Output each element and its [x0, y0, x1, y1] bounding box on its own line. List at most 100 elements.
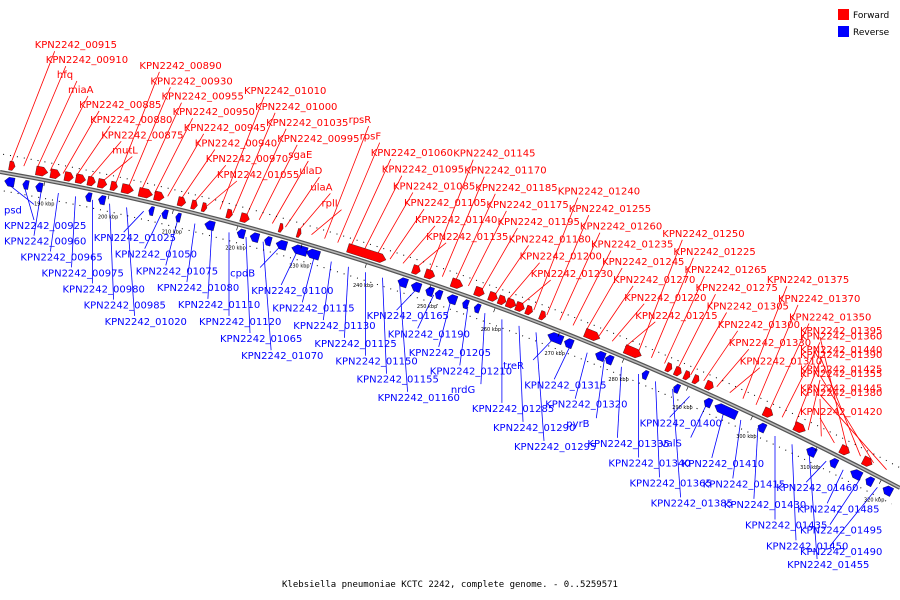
- reverse-gene-35[interactable]: [881, 484, 895, 497]
- forward-gene-30[interactable]: [622, 344, 643, 360]
- reverse-gene-24[interactable]: [594, 350, 607, 362]
- forward-gene-label[interactable]: KPN2242_01000: [255, 102, 337, 113]
- reverse-gene-label[interactable]: psd: [4, 205, 22, 216]
- reverse-gene-label[interactable]: KPN2242_01485: [797, 504, 879, 515]
- forward-gene-label[interactable]: KPN2242_01200: [520, 252, 602, 263]
- forward-gene-6[interactable]: [96, 178, 108, 189]
- forward-gene-label[interactable]: KPN2242_01275: [696, 283, 778, 294]
- forward-gene-label[interactable]: sgaE: [288, 150, 312, 161]
- forward-gene-label[interactable]: KPN2242_01135: [426, 232, 508, 243]
- forward-gene-label[interactable]: KPN2242_01175: [486, 200, 568, 211]
- forward-gene-8[interactable]: [120, 183, 135, 195]
- forward-gene-24[interactable]: [496, 294, 508, 306]
- forward-gene-33[interactable]: [682, 370, 692, 381]
- forward-gene-label[interactable]: KPN2242_01380: [800, 388, 882, 399]
- forward-gene-label[interactable]: KPN2242_01185: [475, 183, 557, 194]
- forward-gene-16[interactable]: [277, 222, 284, 233]
- reverse-gene-15[interactable]: [396, 276, 409, 289]
- forward-gene-label[interactable]: KPN2242_01395: [800, 326, 882, 337]
- forward-gene-label[interactable]: KPN2242_01420: [800, 407, 882, 418]
- forward-gene-label[interactable]: KPN2242_00940: [195, 139, 277, 150]
- forward-gene-17[interactable]: [295, 228, 302, 238]
- forward-gene-label[interactable]: KPN2242_01305: [707, 302, 789, 313]
- reverse-gene-27[interactable]: [672, 383, 682, 394]
- reverse-gene-5[interactable]: [148, 206, 155, 217]
- reverse-gene-21[interactable]: [473, 303, 482, 314]
- forward-gene-label[interactable]: KPN2242_00950: [173, 107, 255, 118]
- forward-gene-label[interactable]: ulaA: [310, 182, 332, 193]
- forward-gene-label[interactable]: KPN2242_01245: [602, 257, 684, 268]
- reverse-gene-label[interactable]: KPN2242_00960: [4, 237, 86, 248]
- forward-gene-label[interactable]: KPN2242_01220: [624, 293, 706, 304]
- forward-gene-label[interactable]: KPN2242_01370: [778, 294, 860, 305]
- reverse-gene-label[interactable]: KPN2242_01210: [430, 366, 512, 377]
- forward-gene-36[interactable]: [761, 406, 775, 419]
- reverse-gene-10[interactable]: [249, 232, 261, 243]
- forward-gene-label[interactable]: KPN2242_01375: [767, 275, 849, 286]
- reverse-gene-label[interactable]: KPN2242_01160: [378, 393, 460, 404]
- reverse-gene-30[interactable]: [756, 422, 768, 434]
- forward-gene-label[interactable]: miaA: [68, 85, 94, 96]
- reverse-gene-label[interactable]: KPN2242_01340: [608, 459, 690, 470]
- legend-forward[interactable]: Forward: [838, 9, 889, 21]
- reverse-gene-label[interactable]: valS: [661, 439, 682, 450]
- reverse-gene-4[interactable]: [97, 195, 107, 206]
- forward-gene-39[interactable]: [860, 455, 874, 469]
- forward-gene-label[interactable]: KPN2242_01225: [673, 247, 755, 258]
- reverse-gene-label[interactable]: KPN2242_00925: [4, 221, 86, 232]
- forward-gene-label[interactable]: KPN2242_01330: [729, 338, 811, 349]
- reverse-gene-label[interactable]: KPN2242_01455: [787, 560, 869, 571]
- reverse-gene-label[interactable]: KPN2242_01050: [115, 250, 197, 261]
- reverse-gene-2[interactable]: [35, 182, 44, 193]
- reverse-gene-label[interactable]: KPN2242_00985: [84, 301, 166, 312]
- forward-gene-9[interactable]: [137, 187, 154, 199]
- reverse-gene-label[interactable]: KPN2242_01320: [545, 400, 627, 411]
- reverse-gene-label[interactable]: KPN2242_01290: [493, 423, 575, 434]
- reverse-gene-9[interactable]: [236, 228, 247, 240]
- forward-gene-label[interactable]: KPN2242_01270: [613, 275, 695, 286]
- reverse-gene-label[interactable]: KPN2242_01120: [199, 317, 281, 328]
- reverse-gene-label[interactable]: KPN2242_01415: [703, 479, 785, 490]
- forward-gene-label[interactable]: rplI: [322, 199, 338, 210]
- forward-gene-label[interactable]: KPN2242_01390: [800, 350, 882, 361]
- reverse-gene-label[interactable]: nrdG: [451, 385, 475, 396]
- forward-gene-label[interactable]: KPN2242_01010: [244, 86, 326, 97]
- forward-gene-15[interactable]: [239, 212, 251, 224]
- reverse-gene-26[interactable]: [640, 369, 650, 381]
- reverse-gene-label[interactable]: KPN2242_01460: [776, 483, 858, 494]
- reverse-gene-label[interactable]: KPN2242_01155: [357, 375, 439, 386]
- reverse-gene-22[interactable]: [546, 331, 565, 346]
- reverse-gene-18[interactable]: [434, 289, 444, 300]
- forward-gene-13[interactable]: [200, 202, 208, 213]
- reverse-gene-label[interactable]: KPN2242_01205: [409, 348, 491, 359]
- reverse-gene-31[interactable]: [805, 445, 818, 458]
- reverse-gene-label[interactable]: treR: [503, 361, 524, 372]
- reverse-gene-25[interactable]: [603, 354, 615, 366]
- forward-gene-label[interactable]: KPN2242_01105: [404, 198, 486, 209]
- forward-gene-label[interactable]: rpsF: [360, 132, 382, 143]
- forward-gene-25[interactable]: [504, 297, 518, 310]
- forward-gene-label[interactable]: KPN2242_00945: [184, 123, 266, 134]
- forward-gene-10[interactable]: [153, 190, 165, 202]
- reverse-gene-label[interactable]: KPN2242_01315: [524, 380, 606, 391]
- reverse-gene-11[interactable]: [263, 236, 273, 247]
- forward-gene-label[interactable]: KPN2242_01355: [800, 369, 882, 380]
- forward-gene-label[interactable]: KPN2242_00995: [277, 134, 359, 145]
- forward-gene-4[interactable]: [74, 173, 87, 185]
- reverse-gene-label[interactable]: KPN2242_01070: [241, 351, 323, 362]
- forward-gene-label[interactable]: KPN2242_01265: [685, 265, 767, 276]
- forward-gene-label[interactable]: KPN2242_01035: [266, 118, 348, 129]
- forward-gene-label[interactable]: KPN2242_01425: [800, 364, 882, 375]
- reverse-gene-13[interactable]: [290, 243, 309, 257]
- reverse-gene-label[interactable]: KPN2242_01335: [587, 439, 669, 450]
- reverse-gene-label[interactable]: KPN2242_01065: [220, 334, 302, 345]
- forward-gene-label[interactable]: KPN2242_01060: [371, 148, 453, 159]
- forward-gene-14[interactable]: [225, 208, 234, 219]
- reverse-gene-19[interactable]: [446, 293, 459, 306]
- forward-gene-label[interactable]: KPN2242_01230: [531, 269, 613, 280]
- forward-gene-label[interactable]: KPN2242_00875: [101, 130, 183, 141]
- forward-gene-label[interactable]: KPN2242_01260: [580, 222, 662, 233]
- forward-gene-28[interactable]: [538, 310, 547, 321]
- forward-gene-26[interactable]: [514, 301, 526, 313]
- forward-gene-0[interactable]: [8, 160, 16, 171]
